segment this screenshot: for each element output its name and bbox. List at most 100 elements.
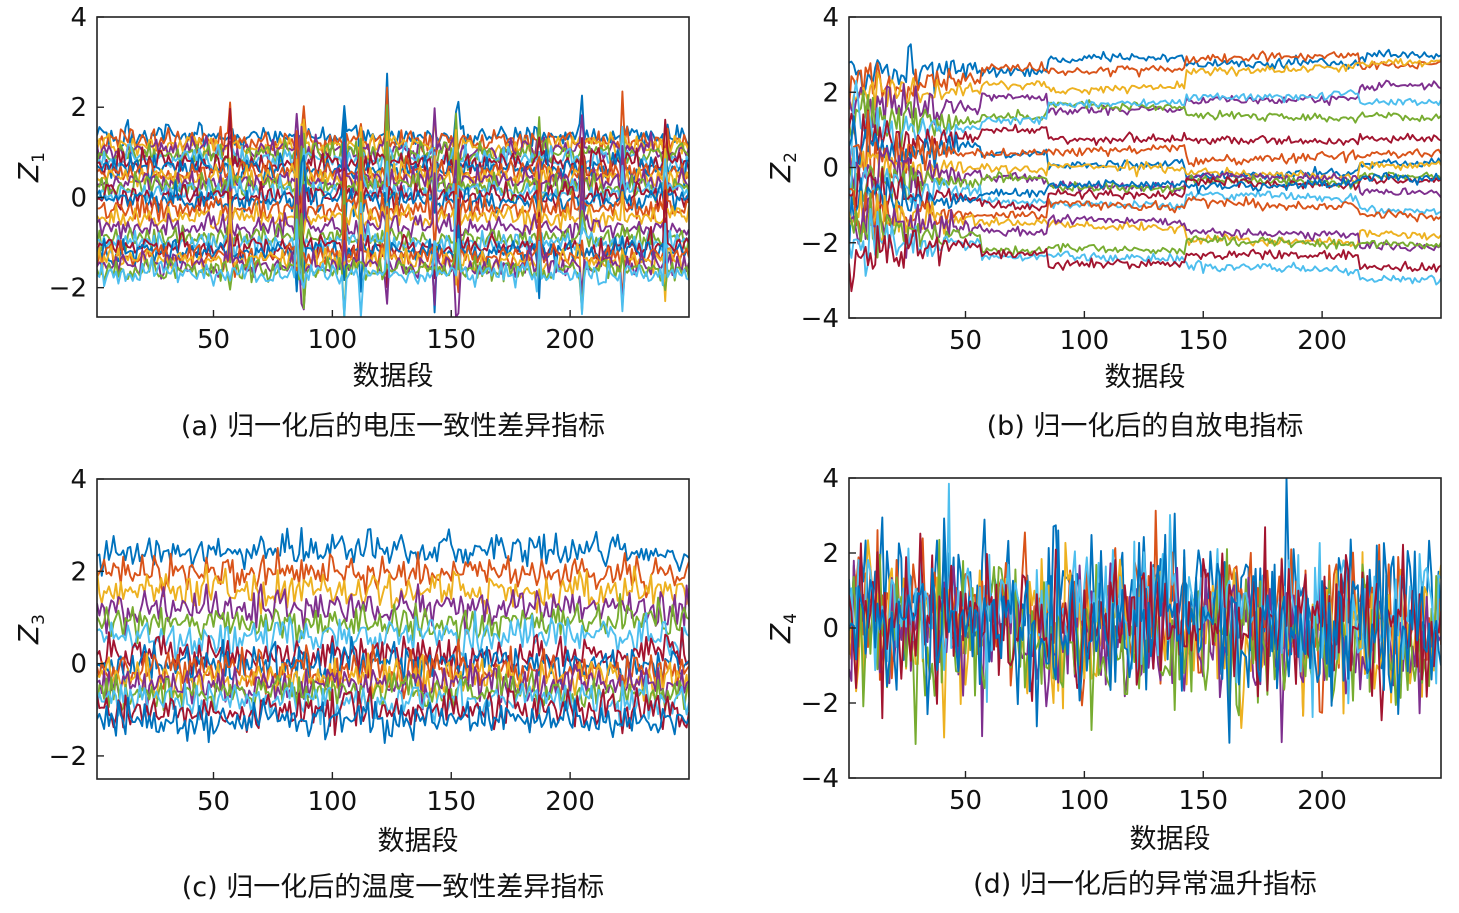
panel-b-series-21 [849,225,1441,293]
panel-a-series-24 [97,199,689,314]
panel-b-ticks: 50 100 150 200 4 2 0 −2 −4 [801,3,1347,356]
panel-a-caption: (a) 归一化后的电压一致性差异指标 [181,411,605,442]
panel-d-ytick-label: −2 [801,689,839,719]
panel-b-xtick-label: 100 [1060,326,1110,356]
panel-b-ylabel-sub: 2 [781,152,801,163]
panel-c-ylabel: Z3 [12,614,49,645]
panel-a-ticks: 50 100 150 200 4 2 0 −2 [49,3,595,355]
panel-b-series-2 [849,50,1441,110]
panel-a-series-3 [97,118,689,189]
panel-b-xtick-label: 150 [1178,326,1228,356]
panel-d-ytick-label: 2 [822,539,839,569]
panel-b-series-20 [849,207,1441,286]
panel-a-ylabel-sub: 1 [29,152,49,163]
panel-c-series-2 [97,546,689,599]
panel-b-series-19 [849,192,1441,259]
panel-c-series-group [97,526,689,744]
panel-c-ytick-label: 0 [70,650,87,680]
panel-a-ytick-label: 2 [70,93,87,123]
panel-b-series-15 [849,171,1441,255]
panel-d-ylabel: Z4 [764,613,801,644]
panel-d-ytick-label: 4 [822,464,839,494]
panel-b-xtick-label: 50 [949,326,982,356]
panel-c-xtick-label: 100 [308,787,358,817]
panel-d-ytick-label: −4 [801,764,839,794]
panel-c-ytick-label: 4 [70,465,87,495]
panel-d-xtick-label: 200 [1297,786,1347,816]
panel-b-series-18 [849,196,1441,259]
panel-c-frame [96,478,690,780]
panel-a-ytick-label: −2 [49,274,87,304]
panel-c-xtick-label: 200 [545,787,595,817]
panel-c-series-13 [97,674,689,728]
panel-b-series-5 [849,90,1441,150]
panel-b-series-6 [849,79,1441,161]
panel-b-ytick-label: −4 [801,304,839,334]
panel-d-ylabel-sub: 4 [781,613,801,624]
panel-a-xlabel: 数据段 [353,361,434,392]
panel-a-ylabel-main: Z [12,162,45,183]
panel-c-series-14 [97,686,689,737]
panel-a-xtick-label: 200 [545,325,595,355]
panel-b-series-13 [849,146,1441,216]
panel-b-ylabel: Z2 [764,152,801,183]
panel-a-series-27 [97,218,689,317]
panel-b-series-14 [849,166,1441,215]
panel-a-series-19 [97,189,689,283]
panel-d-xtick-label: 100 [1060,786,1110,816]
panel-d-ylabel-main: Z [764,623,797,644]
panel-c-xtick-label: 50 [197,787,230,817]
panel-d-series-group [849,478,1441,746]
panel-c-caption: (c) 归一化后的温度一致性差异指标 [182,872,605,903]
panel-c-ytick-label: 2 [70,557,87,587]
panel-c-ticks: 50 100 150 200 4 2 0 −2 [49,465,595,817]
panel-d-series-8 [849,517,1441,744]
panel-b-ylabel-main: Z [764,162,797,183]
panel-a-ylabel: Z1 [12,152,49,183]
panel-b-ytick-label: 4 [822,3,839,33]
panel-a-series-7 [97,107,689,206]
panel-d-caption: (d) 归一化后的异常温升指标 [973,869,1317,900]
panel-c-ytick-label: −2 [49,742,87,772]
panel-a-frame [96,16,690,318]
panel-b-xtick-label: 200 [1297,326,1347,356]
panel-d-ytick-label: 0 [822,614,839,644]
panel-a-xtick-label: 150 [426,325,476,355]
panel-b-xlabel: 数据段 [1105,362,1186,393]
panel-a-xtick-label: 100 [308,325,358,355]
panel-c-series-15 [97,696,689,744]
panel-a-xtick-label: 50 [197,325,230,355]
panel-a-series-14 [97,136,689,251]
panel-a-series-group [97,72,689,317]
panel-c-xtick-label: 150 [426,787,476,817]
panel-c-ylabel-main: Z [12,624,45,645]
panel-a-ytick-label: 0 [70,183,87,213]
panel-b-series-9 [849,110,1441,197]
panel-c: 50 100 150 200 4 2 0 −2 数据段 Z3 (c) 归一化后的温度一致性差异… [12,465,690,903]
panel-b-ytick-label: 0 [822,154,839,184]
panel-a-series-11 [97,125,689,224]
panel-c-ylabel-sub: 3 [29,614,49,625]
panel-b-series-1 [849,43,1441,98]
panel-d-series-6 [849,482,1441,719]
panel-b-caption: (b) 归一化后的自放电指标 [987,411,1304,442]
panel-c-xlabel: 数据段 [378,826,459,857]
panel-b-series-group [849,43,1441,293]
panel-d-xlabel: 数据段 [1130,824,1211,855]
panel-c-series-5 [97,592,689,647]
panel-a-series-15 [97,154,689,249]
panel-b-series-16 [849,187,1441,241]
panel-c-series-1 [97,526,689,577]
panel-d-xtick-label: 50 [949,786,982,816]
panel-a-series-18 [97,167,689,282]
panel-d-xtick-label: 150 [1178,786,1228,816]
panel-d-ticks: 50 100 150 200 4 2 0 −2 −4 [801,464,1347,816]
panel-c-series-6 [97,610,689,663]
panel-a-series-22 [97,224,689,314]
panel-c-series-3 [97,563,689,615]
panel-a-ytick-label: 4 [70,3,87,33]
panel-a-series-16 [97,156,689,251]
